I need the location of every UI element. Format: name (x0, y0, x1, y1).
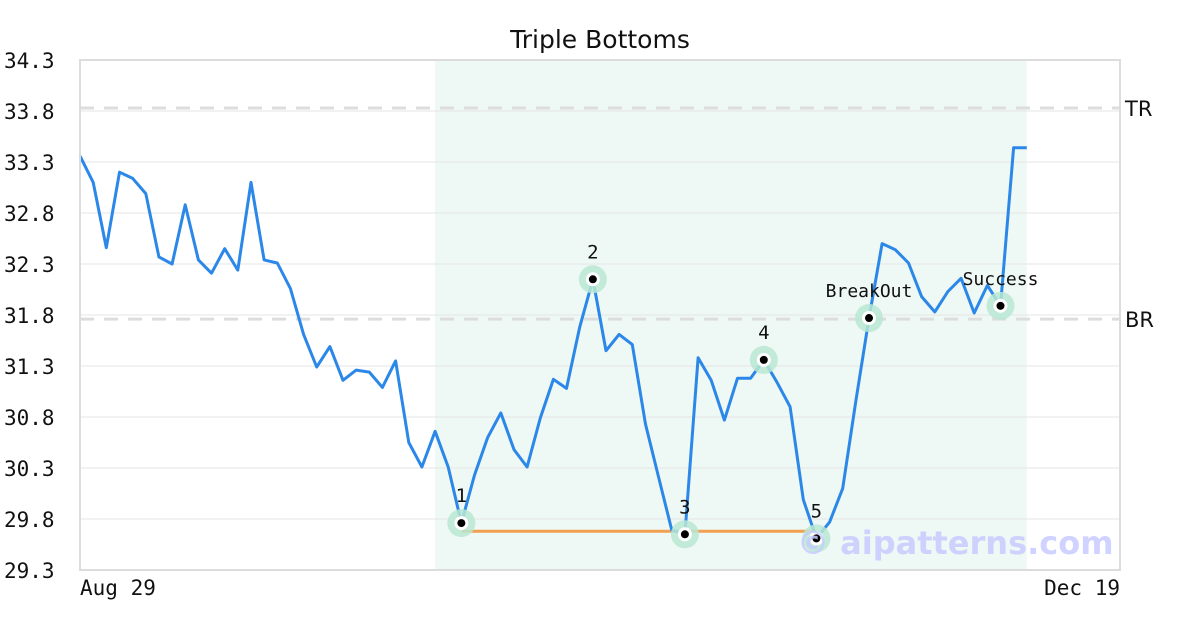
marker-point (588, 275, 597, 284)
marker-point (996, 301, 1005, 310)
marker-point (812, 534, 821, 543)
marker-label: 1 (456, 485, 467, 507)
y-tick-label: 33.3 (4, 151, 55, 175)
y-tick-label: 34.3 (4, 49, 55, 73)
marker-label: 2 (587, 241, 598, 263)
marker-point (457, 519, 466, 528)
reference-label-br: BR (1125, 308, 1154, 332)
y-tick-label: 29.3 (4, 559, 55, 583)
y-tick-label: 30.3 (4, 457, 55, 481)
marker-point (759, 355, 768, 364)
marker-label: 5 (811, 500, 822, 522)
y-tick-label: 31.8 (4, 304, 55, 328)
y-tick-label: 30.8 (4, 406, 55, 430)
marker-label: 4 (758, 322, 769, 344)
y-tick-label: 32.3 (4, 253, 55, 277)
marker-label: Success (963, 269, 1039, 290)
marker-label: 3 (679, 496, 690, 518)
y-tick-label: 29.8 (4, 508, 55, 532)
x-tick-label: Aug 29 (80, 576, 156, 600)
y-tick-label: 32.8 (4, 202, 55, 226)
y-tick-label: 33.8 (4, 100, 55, 124)
x-tick-label: Dec 19 (1044, 576, 1120, 600)
marker-label: BreakOut (826, 281, 913, 302)
chart-title: Triple Bottoms (509, 25, 690, 54)
plot-frame (79, 59, 1121, 571)
marker-point (680, 530, 689, 539)
y-tick-label: 31.3 (4, 355, 55, 379)
watermark: © aipatterns.com (797, 524, 1114, 562)
marker-point (865, 314, 873, 323)
reference-label-tr: TR (1124, 97, 1152, 121)
